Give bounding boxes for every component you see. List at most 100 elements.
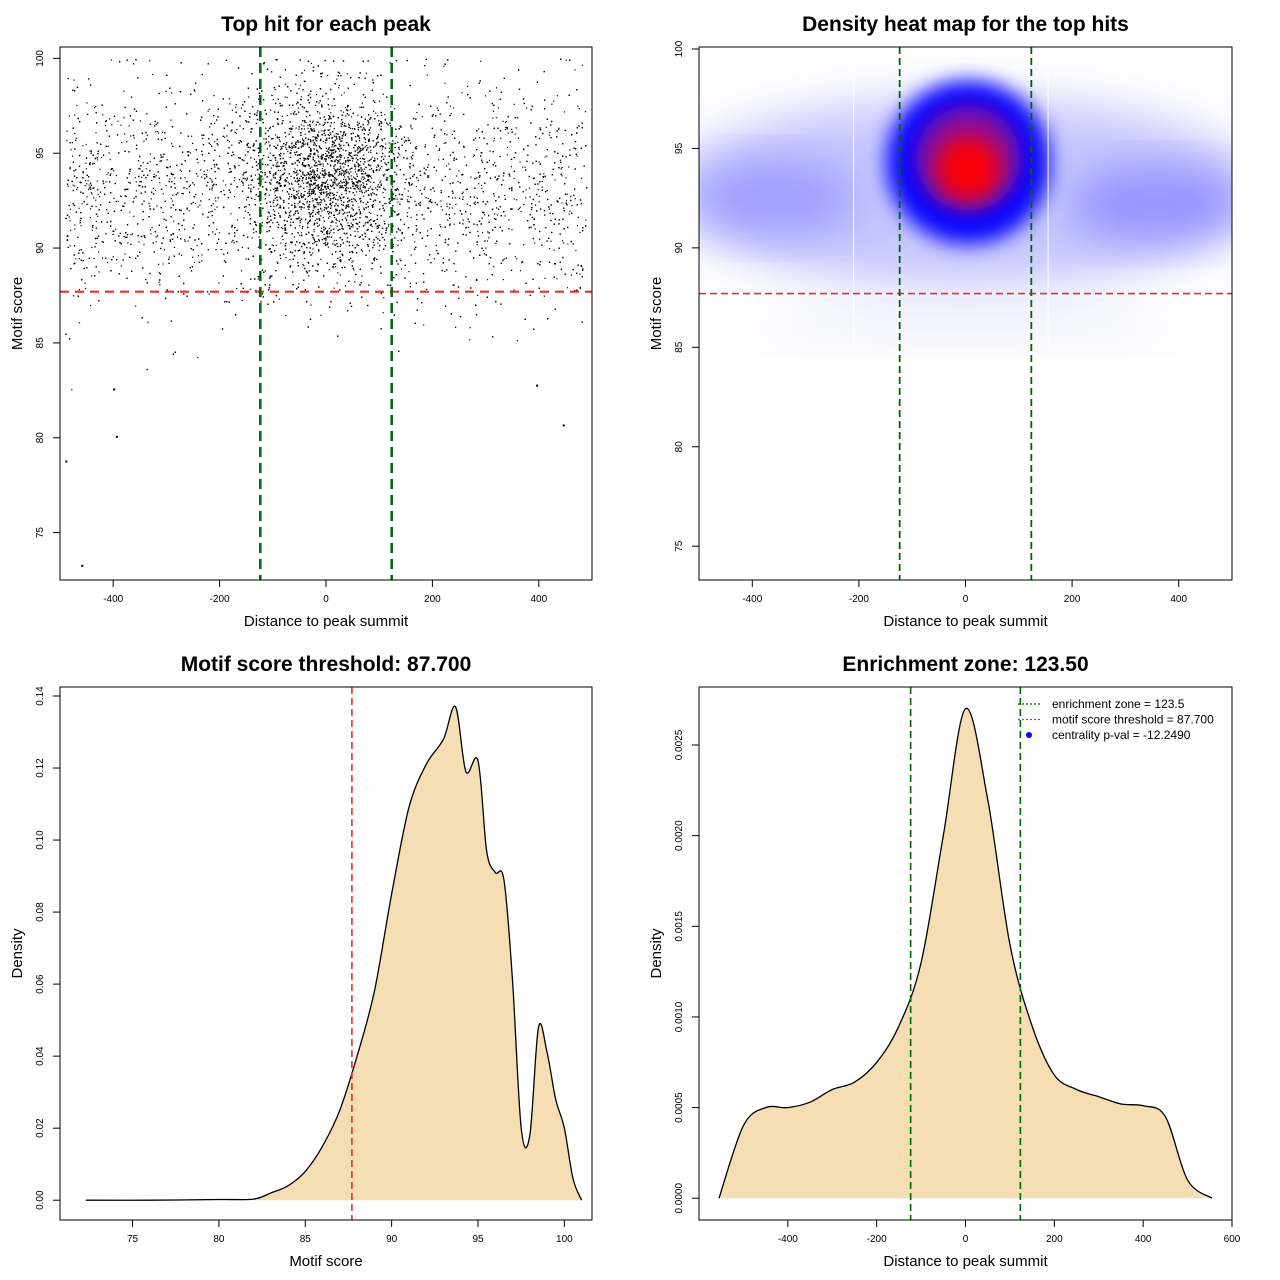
scatter-point	[194, 90, 196, 92]
scatter-point	[337, 272, 339, 274]
scatter-point	[148, 202, 150, 204]
scatter-point	[115, 174, 117, 177]
scatter-point	[367, 124, 369, 126]
scatter-point	[189, 152, 192, 154]
scatter-point	[538, 201, 540, 203]
scatter-point	[444, 82, 446, 84]
scatter-point	[68, 216, 70, 218]
scatter-point	[440, 206, 442, 208]
scatter-point	[370, 165, 372, 167]
scatter-point	[98, 251, 100, 253]
scatter-point	[110, 59, 112, 61]
scatter-point	[568, 166, 570, 168]
scatter-point	[145, 168, 147, 170]
scatter-point	[280, 175, 282, 177]
scatter-point	[370, 212, 372, 214]
scatter-point	[406, 157, 408, 159]
scatter-point	[425, 197, 427, 199]
scatter-point	[305, 182, 307, 184]
scatter-point	[315, 213, 317, 215]
scatter-point	[328, 236, 330, 238]
scatter-point	[363, 178, 365, 180]
scatter-point	[519, 161, 521, 163]
scatter-point	[452, 182, 454, 184]
scatter-point	[464, 156, 466, 158]
scatter-point	[257, 278, 259, 280]
scatter-point	[272, 245, 275, 247]
scatter-point	[530, 209, 533, 211]
scatter-point	[410, 254, 412, 256]
scatter-point	[364, 141, 367, 143]
scatter-point	[165, 185, 167, 187]
scatter-point	[310, 212, 312, 214]
scatter-point	[357, 147, 359, 149]
scatter-point	[298, 147, 300, 149]
scatter-point	[368, 151, 370, 153]
scatter-point	[556, 95, 558, 97]
scatter-point	[415, 230, 417, 232]
scatter-point	[67, 78, 69, 80]
scatter-point	[319, 192, 321, 194]
scatter-point	[380, 114, 383, 116]
scatter-point	[179, 169, 181, 171]
scatter-point	[398, 228, 400, 230]
scatter-point	[231, 241, 233, 243]
scatter-point	[374, 145, 376, 147]
scatter-point	[411, 128, 413, 130]
scatter-point	[364, 233, 366, 235]
scatter-point	[280, 146, 282, 148]
scatter-point	[446, 134, 448, 136]
scatter-point	[306, 200, 308, 202]
scatter-point	[299, 225, 301, 227]
scatter-point	[283, 153, 285, 155]
scatter-point	[238, 179, 240, 181]
scatter-point	[149, 161, 151, 163]
scatter-point	[270, 189, 272, 191]
scatter-point	[357, 180, 359, 182]
scatter-point	[343, 131, 345, 133]
scatter-point	[339, 137, 341, 139]
scatter-point	[279, 182, 281, 184]
scatter-point	[565, 177, 567, 179]
scatter-point	[250, 288, 252, 290]
scatter-point	[330, 225, 332, 227]
scatter-point	[233, 180, 235, 182]
scatter-point	[242, 184, 244, 186]
scatter-point	[113, 197, 115, 200]
scatter-point	[467, 85, 469, 87]
scatter-point	[429, 199, 431, 202]
scatter-point	[581, 64, 583, 66]
scatter-point	[317, 154, 319, 156]
scatter-point	[300, 206, 302, 208]
scatter-point	[339, 256, 341, 258]
scatter-point	[193, 184, 195, 186]
scatter-point	[184, 239, 186, 241]
scatter-point	[470, 213, 472, 215]
scatter-point	[215, 177, 217, 179]
scatter-point	[284, 169, 286, 171]
scatter-point	[375, 187, 377, 189]
scatter-point	[124, 133, 126, 135]
scatter-point	[318, 102, 320, 104]
scatter-point	[268, 194, 270, 196]
scatter-point	[381, 144, 383, 147]
scatter-point	[249, 112, 251, 114]
scatter-point	[320, 314, 322, 316]
scatter-point	[323, 123, 325, 125]
scatter-point	[363, 195, 365, 197]
scatter-point	[482, 249, 485, 252]
scatter-point	[430, 198, 432, 200]
scatter-point	[442, 257, 444, 259]
scatter-point	[152, 187, 154, 189]
scatter-point	[506, 154, 508, 156]
scatter-point	[302, 263, 304, 266]
scatter-point	[534, 242, 536, 244]
scatter-point	[519, 270, 522, 272]
scatter-point	[387, 177, 389, 179]
scatter-point	[126, 141, 128, 143]
scatter-point	[192, 256, 194, 258]
scatter-point	[288, 207, 290, 209]
scatter-point	[70, 149, 72, 151]
scatter-point	[282, 190, 284, 192]
scatter-point	[288, 202, 290, 205]
